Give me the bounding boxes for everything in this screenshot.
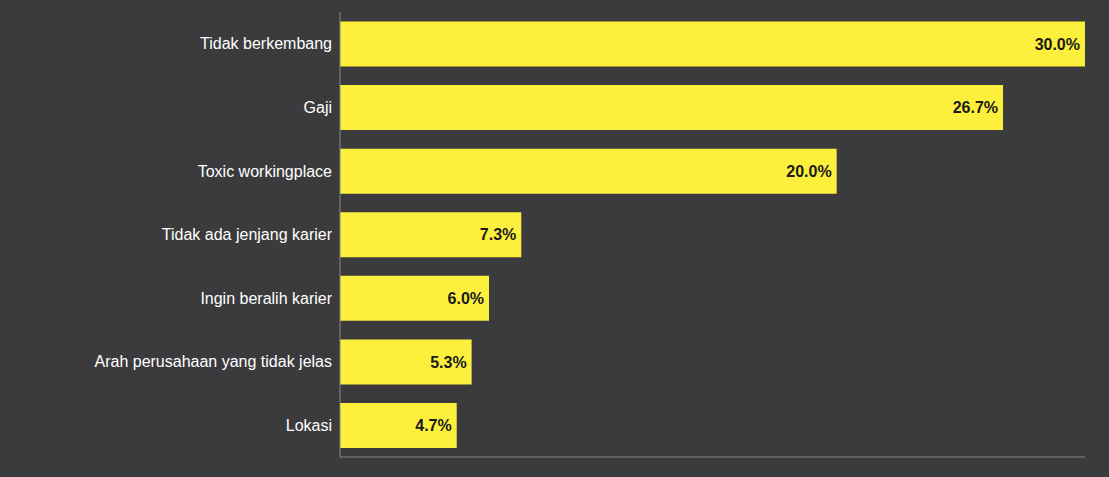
svg-text:Arah perusahaan yang tidak jel: Arah perusahaan yang tidak jelas — [95, 353, 333, 370]
svg-text:Lokasi: Lokasi — [286, 417, 332, 434]
svg-text:4.7%: 4.7% — [415, 417, 451, 434]
svg-text:Ingin beralih karier: Ingin beralih karier — [200, 290, 332, 307]
svg-text:Gaji: Gaji — [304, 99, 332, 116]
svg-text:30.0%: 30.0% — [1035, 36, 1080, 53]
svg-text:20.0%: 20.0% — [786, 163, 831, 180]
svg-text:7.3%: 7.3% — [480, 226, 516, 243]
svg-text:6.0%: 6.0% — [448, 290, 484, 307]
svg-text:Toxic workingplace: Toxic workingplace — [198, 163, 332, 180]
svg-text:5.3%: 5.3% — [430, 354, 466, 371]
svg-text:Tidak berkembang: Tidak berkembang — [200, 35, 332, 52]
svg-text:26.7%: 26.7% — [953, 99, 998, 116]
svg-text:Tidak ada jenjang karier: Tidak ada jenjang karier — [162, 226, 333, 243]
